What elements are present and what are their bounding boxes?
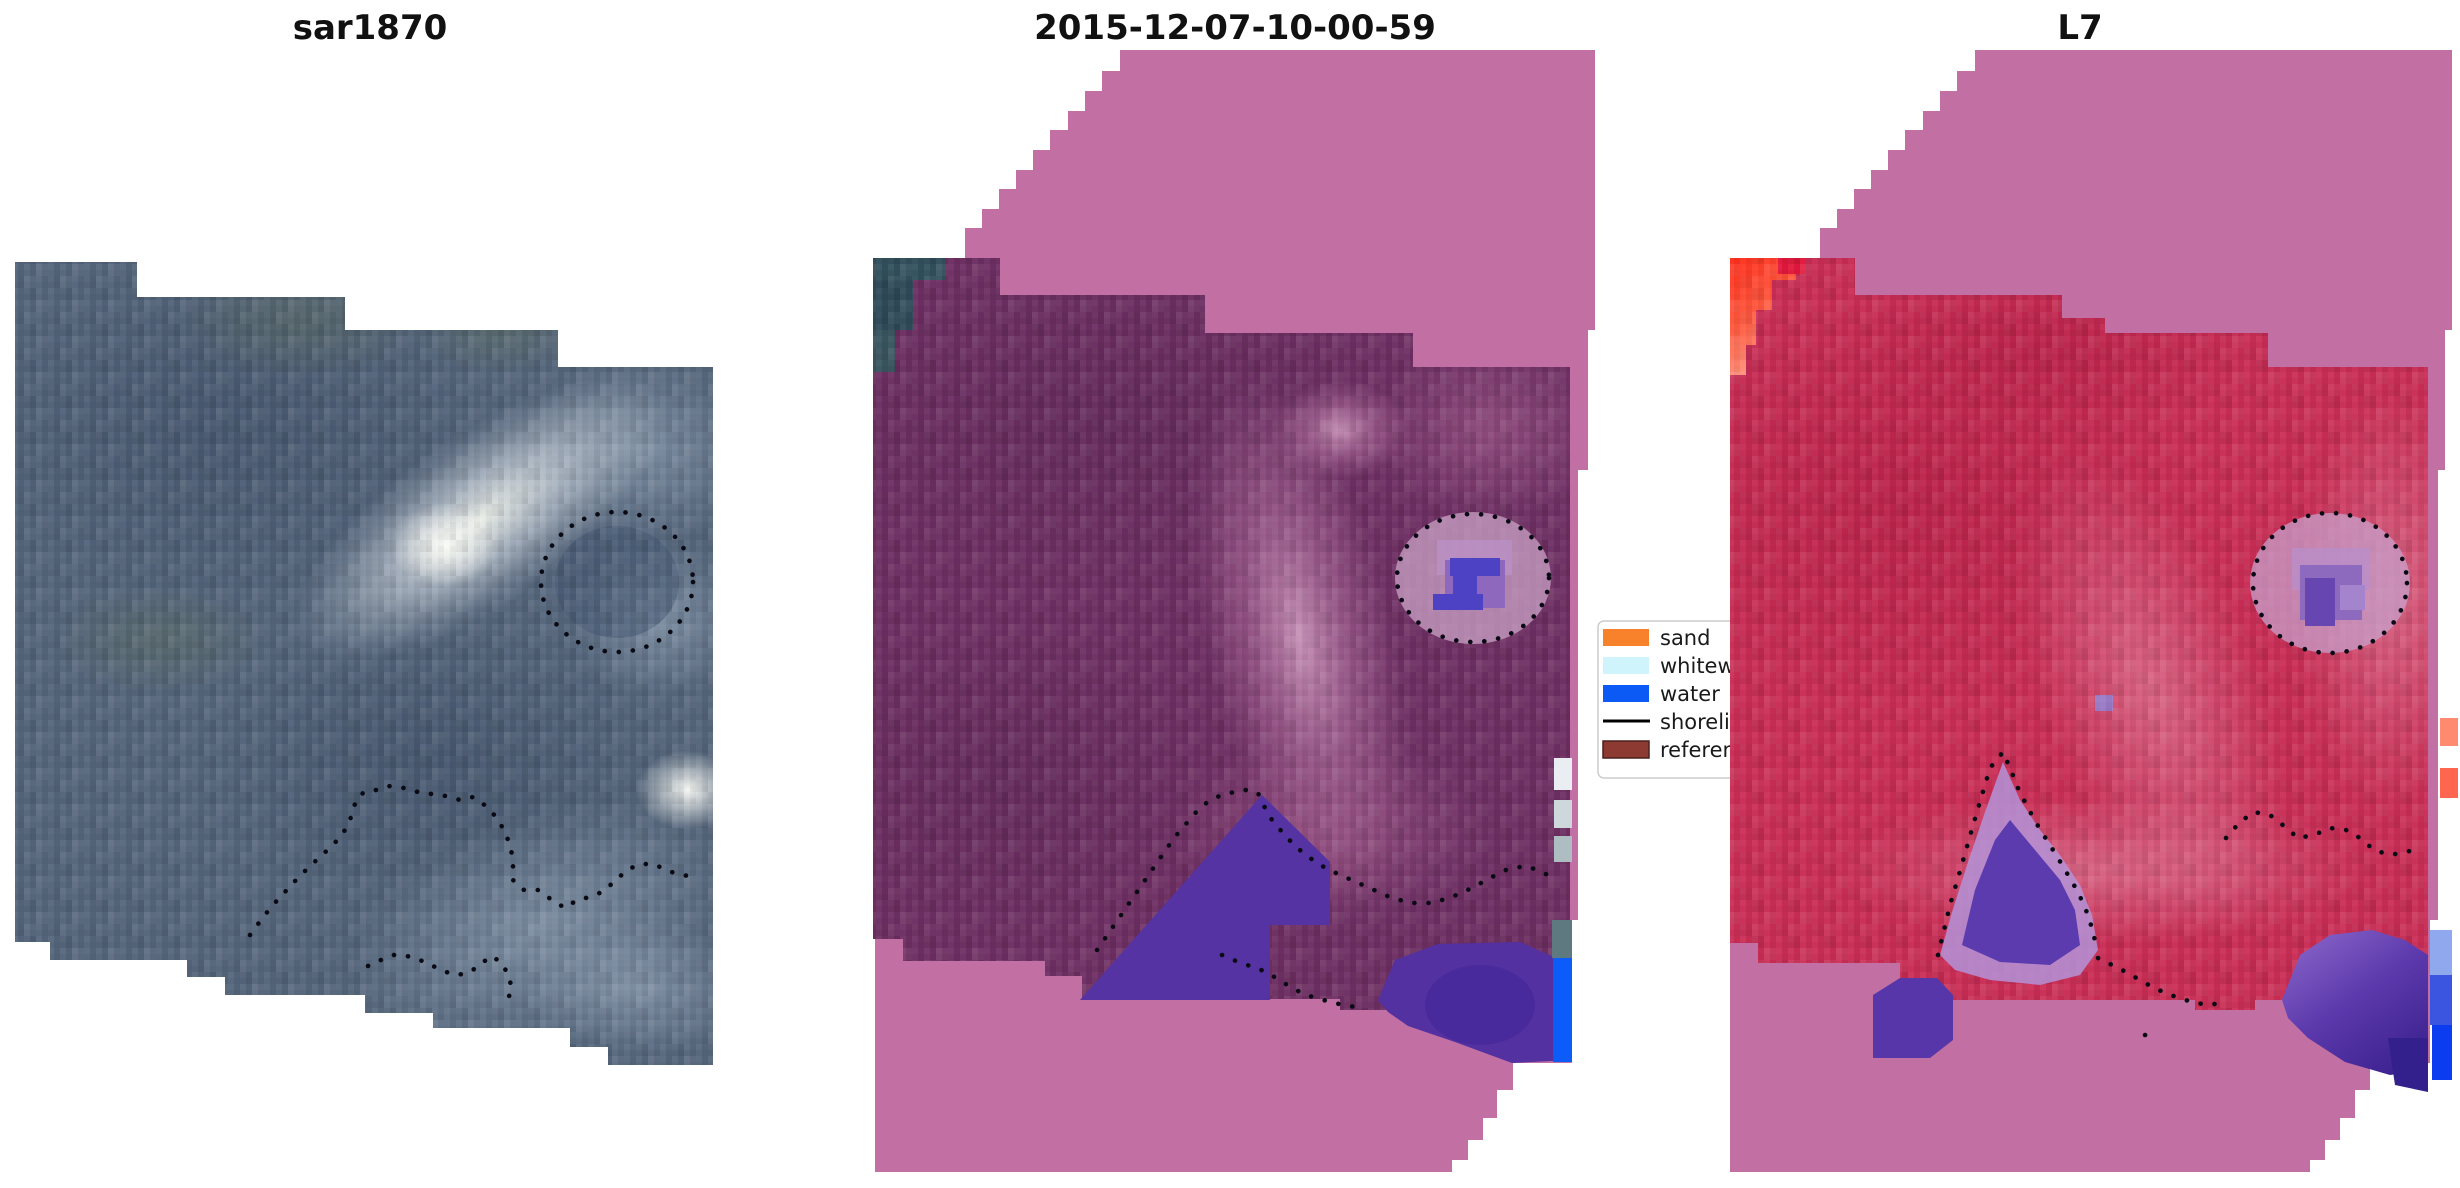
panel-title-sar1870: sar1870 bbox=[293, 8, 448, 48]
legend: sand whitewater water shoreline referenc… bbox=[1597, 620, 1778, 779]
legend-label-sand: sand bbox=[1660, 626, 1710, 650]
legend-label-water: water bbox=[1660, 682, 1720, 706]
panel-classified-image bbox=[873, 50, 1595, 1172]
lagoon-water-patch-l7 bbox=[2305, 578, 2335, 626]
panel-sar-image bbox=[15, 262, 713, 1065]
legend-row-sand: sand bbox=[1603, 626, 1710, 650]
l7-shoreline-dots bbox=[1935, 510, 2423, 1038]
panel-title-l7: L7 bbox=[2057, 8, 2102, 48]
legend-swatch-reference bbox=[1602, 740, 1650, 759]
water-wedge bbox=[1080, 795, 1330, 1000]
panel-l7-image bbox=[1730, 50, 2458, 1172]
sar-shoreline-dots bbox=[247, 509, 699, 1006]
legend-swatch-whitewater bbox=[1603, 657, 1649, 674]
classified-shoreline-dots bbox=[1094, 511, 1559, 1012]
water-edge-strip bbox=[1553, 958, 1572, 1062]
water-wedge-l7 bbox=[1873, 978, 1953, 1058]
panel-title-date: 2015-12-07-10-00-59 bbox=[1034, 8, 1436, 48]
legend-row-water: water bbox=[1603, 682, 1720, 706]
water-mountain-core bbox=[1962, 820, 2080, 965]
legend-swatch-water bbox=[1603, 685, 1649, 702]
legend-swatch-sand bbox=[1603, 629, 1649, 646]
lagoon-water-patch bbox=[1433, 558, 1500, 610]
